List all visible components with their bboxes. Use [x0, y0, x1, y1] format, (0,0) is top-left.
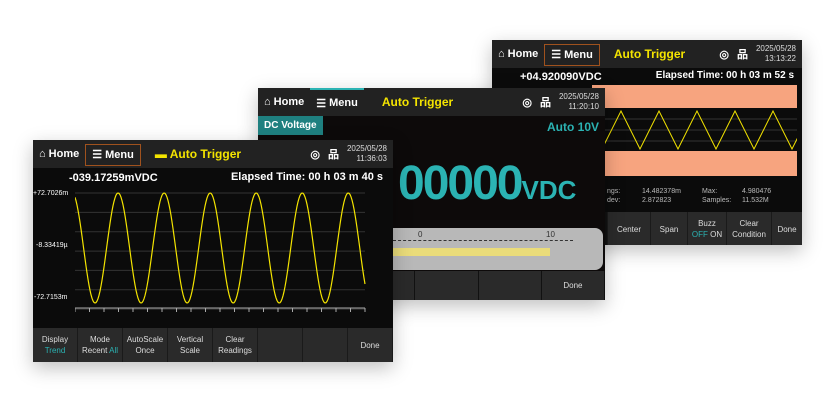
main-reading: 00000VDC: [398, 156, 576, 211]
y-tick: -72.7153m: [34, 294, 68, 301]
y-tick: +72.7026m: [33, 190, 69, 197]
stat-label: ngs:: [607, 188, 621, 195]
softkey-bar: Display Trend Mode Recent All AutoScale Onc…: [33, 328, 393, 362]
span-button[interactable]: Span: [651, 212, 687, 245]
on: ON: [710, 230, 723, 239]
stat-value: 2.872823: [642, 197, 672, 204]
display-button[interactable]: Display Trend: [33, 328, 77, 362]
network-icon: 品: [539, 97, 551, 109]
top-bar: ⌂ Home ☰ Menu ▬ Auto Trigger ◎ 品 2025/05/28 1…: [33, 140, 393, 168]
time: 13:13:22: [764, 54, 796, 63]
top-bar: ⌂ Home ☰ Menu Auto Trigger ◎ 品 2025/05/28 13:…: [492, 40, 802, 68]
label: Clear: [739, 219, 759, 228]
menu-icon: ☰: [551, 49, 562, 61]
limit-chart: [592, 85, 797, 176]
softkey-bar: Center Span Buzz OFF ON Clear Condition Do…: [492, 212, 802, 245]
label: Mode: [89, 335, 110, 344]
camera-icon[interactable]: ◎: [310, 148, 320, 161]
camera-icon[interactable]: ◎: [719, 48, 729, 61]
trigger-status: ▬ Auto Trigger: [154, 147, 242, 161]
menu-button[interactable]: ☰ Menu: [544, 43, 600, 66]
home-icon: ⌂: [264, 96, 271, 108]
scale-label: 0: [418, 230, 423, 239]
network-icon: 品: [736, 49, 748, 61]
label: Clear: [225, 335, 245, 344]
home-button[interactable]: ⌂ Home: [264, 96, 305, 108]
upper-limit-band: [592, 85, 797, 108]
label: Auto Trigger: [169, 147, 242, 161]
trigger-status: Auto Trigger: [613, 47, 686, 61]
stat-label: dev:: [607, 197, 621, 204]
value: 00000: [398, 157, 523, 210]
trigger-status: Auto Trigger: [381, 95, 454, 109]
network-icon: 品: [327, 149, 339, 161]
done-button[interactable]: Done: [541, 271, 605, 300]
function-tab[interactable]: DC Voltage: [258, 116, 323, 135]
off: OFF: [691, 230, 708, 239]
menu-icon: ☰: [316, 97, 327, 110]
value: Trend: [44, 346, 66, 355]
menu-button[interactable]: ☰ Menu: [85, 143, 141, 166]
option: All: [109, 346, 119, 355]
option: Recent: [81, 346, 108, 355]
elapsed-time: Elapsed Time: 00 h 03 m 52 s: [655, 70, 794, 81]
label: Readings: [218, 346, 252, 355]
elapsed-time: Elapsed Time: 00 h 03 m 40 s: [230, 171, 383, 183]
label: Display: [41, 335, 69, 344]
label: Center: [616, 224, 641, 234]
unit: VDC: [521, 175, 577, 205]
reading: +04.920090VDC: [520, 71, 602, 83]
lower-limit-band: [592, 151, 797, 176]
home-button[interactable]: ⌂ Home: [498, 48, 539, 60]
home-button[interactable]: ⌂ Home: [39, 148, 80, 160]
stat-value: 11.532M: [742, 197, 769, 204]
buzz-toggle[interactable]: Buzz OFF ON: [688, 212, 726, 245]
bar-fill: [393, 248, 550, 256]
camera-icon[interactable]: ◎: [522, 96, 532, 109]
vertical-scale-button[interactable]: Vertical Scale: [168, 328, 212, 362]
stat-label: Samples:: [702, 197, 732, 204]
label: Vertical: [176, 335, 204, 344]
trend-line: [75, 192, 366, 304]
label: Condition: [732, 230, 766, 239]
reading: -039.17259mVDC: [69, 172, 158, 184]
date: 2025/05/28: [755, 44, 796, 53]
label: Done: [563, 281, 583, 290]
home-icon: ⌂: [498, 48, 505, 60]
y-tick: -8.33419µ: [36, 242, 68, 249]
label: Span: [659, 224, 679, 234]
date: 2025/05/28: [346, 144, 387, 153]
done-button[interactable]: Done: [348, 328, 392, 362]
clear-readings-button[interactable]: Clear Readings: [213, 328, 257, 362]
menu-button[interactable]: ☰ Menu: [310, 88, 364, 116]
mode-button[interactable]: Mode Recent All: [78, 328, 122, 362]
scale-label: 10: [546, 230, 555, 239]
top-bar: ⌂ Home ☰ Menu Auto Trigger ◎ 品 2025/05/28 11:…: [258, 88, 605, 116]
done-button[interactable]: Done: [772, 212, 802, 245]
bar-graph: 0 10: [393, 228, 603, 270]
center-button[interactable]: Center: [608, 212, 650, 245]
time: 11:20:10: [568, 102, 599, 111]
stat-value: 14.482378m: [642, 188, 681, 195]
label: AutoScale: [126, 335, 164, 344]
time: 11:36:03: [356, 154, 387, 163]
home-icon: ⌂: [39, 148, 46, 160]
clear-condition-button[interactable]: Clear Condition: [727, 212, 771, 245]
limit-screen: ⌂ Home ☰ Menu Auto Trigger ◎ 品 2025/05/28 13:…: [492, 40, 802, 245]
menu-icon: ☰: [92, 149, 103, 161]
range: Auto 10V: [546, 120, 599, 134]
trend-screen: ⌂ Home ☰ Menu ▬ Auto Trigger ◎ 品 2025/05/28 1…: [33, 140, 393, 362]
label: Done: [360, 340, 380, 350]
label: Once: [135, 346, 155, 355]
label: Buzz: [698, 219, 716, 228]
date: 2025/05/28: [558, 92, 599, 101]
label: Scale: [179, 346, 200, 355]
stat-value: 4.980476: [742, 188, 772, 195]
label: Done: [777, 224, 797, 234]
trend-line: [592, 109, 797, 151]
autoscale-button[interactable]: AutoScale Once: [123, 328, 167, 362]
trend-chart: [75, 192, 366, 312]
stat-label: Max:: [702, 188, 718, 195]
